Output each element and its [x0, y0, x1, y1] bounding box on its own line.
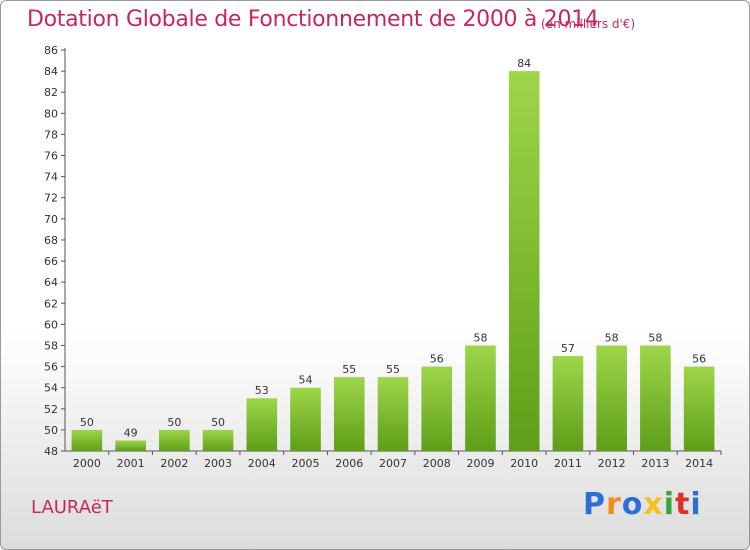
bar-2011: [552, 356, 584, 451]
data-label-2010: 84: [517, 57, 531, 70]
bar-2001: [115, 440, 146, 451]
chart-unit: (en milliers d'€): [541, 17, 636, 31]
x-tick-label: 2000: [73, 457, 101, 470]
bar-2009: [465, 345, 496, 451]
chart-title: Dotation Globale de Fonctionnement de 20…: [27, 7, 599, 32]
y-tick-label: 68: [44, 234, 58, 247]
x-tick-label: 2002: [160, 457, 188, 470]
data-label-2012: 58: [605, 331, 619, 344]
data-label-2014: 56: [692, 353, 706, 366]
y-tick-label: 72: [44, 192, 58, 205]
data-label-2001: 49: [124, 426, 138, 439]
y-tick-label: 74: [44, 171, 58, 184]
y-tick-label: 60: [44, 318, 58, 331]
x-tick-label: 2009: [466, 457, 494, 470]
y-tick-label: 66: [44, 255, 58, 268]
y-axis: 48 50 52 54 56 58 60 62 64 66 68 70 72 74 76 78 80 82 84 86: [44, 44, 66, 458]
logo-letter: r: [606, 487, 622, 522]
y-tick-label: 50: [44, 424, 58, 437]
x-tick-label: 2014: [685, 457, 713, 470]
bar-2007: [377, 377, 409, 451]
x-tick-label: 2012: [598, 457, 626, 470]
y-tick-label: 82: [44, 86, 58, 99]
x-tick-label: 2013: [641, 457, 669, 470]
logo-letter: x: [643, 487, 664, 522]
bar-2004: [246, 398, 278, 451]
bar-2014: [683, 366, 715, 451]
data-label-2003: 50: [211, 416, 225, 429]
bar-2006: [333, 377, 365, 451]
y-tick-label: 56: [44, 361, 58, 374]
x-tick-label: 2005: [292, 457, 320, 470]
y-tick-label: 70: [44, 213, 58, 226]
logo-letter: P: [583, 487, 606, 522]
x-axis: 2000 2001 2002 2003 2004 2005 2006 2007 2008 2009…: [65, 450, 722, 470]
bar-2010: [508, 71, 540, 452]
logo-letter: i: [690, 487, 702, 522]
y-tick-label: 64: [44, 276, 58, 289]
data-label-2007: 55: [386, 363, 400, 376]
data-label-2008: 56: [430, 353, 444, 366]
bar-2002: [159, 429, 190, 451]
x-tick-label: 2001: [117, 457, 145, 470]
y-tick-label: 58: [44, 339, 58, 352]
bar-2013: [640, 345, 671, 451]
logo-letter: o: [621, 487, 644, 522]
x-tick-label: 2010: [510, 457, 538, 470]
logo-letter: i: [663, 487, 676, 522]
x-tick-label: 2006: [335, 457, 363, 470]
data-label-2006: 55: [342, 363, 356, 376]
x-tick-label: 2007: [379, 457, 407, 470]
bars: 50 49 50 50 53 54 55 55 56 58 84 57 58 58 56: [71, 57, 715, 452]
y-tick-label: 76: [44, 150, 58, 163]
bar-2003: [202, 429, 234, 451]
bar-2012: [596, 345, 627, 451]
data-label-2013: 58: [648, 331, 662, 344]
y-tick-label: 48: [44, 445, 58, 458]
x-tick-label: 2011: [554, 457, 582, 470]
y-tick-label: 54: [44, 382, 58, 395]
commune-name: LAURAëT: [31, 497, 113, 518]
x-tick-label: 2004: [248, 457, 276, 470]
logo-letter: t: [675, 487, 691, 522]
data-label-2009: 58: [473, 331, 487, 344]
bar-2000: [71, 429, 103, 451]
data-label-2005: 54: [299, 374, 313, 387]
y-tick-label: 80: [44, 107, 58, 120]
bar-2008: [421, 366, 453, 451]
y-tick-label: 62: [44, 297, 58, 310]
y-tick-label: 84: [44, 65, 58, 78]
x-tick-label: 2008: [423, 457, 451, 470]
y-tick-label: 78: [44, 128, 58, 141]
x-tick-label: 2003: [204, 457, 232, 470]
proxiti-logo[interactable]: Proxiti: [583, 487, 702, 522]
data-label-2002: 50: [167, 416, 181, 429]
data-label-2004: 53: [255, 384, 269, 397]
y-tick-label: 52: [44, 403, 58, 416]
data-label-2011: 57: [561, 342, 575, 355]
y-tick-label: 86: [44, 44, 58, 57]
data-label-2000: 50: [80, 416, 94, 429]
bar-2005: [290, 387, 321, 451]
